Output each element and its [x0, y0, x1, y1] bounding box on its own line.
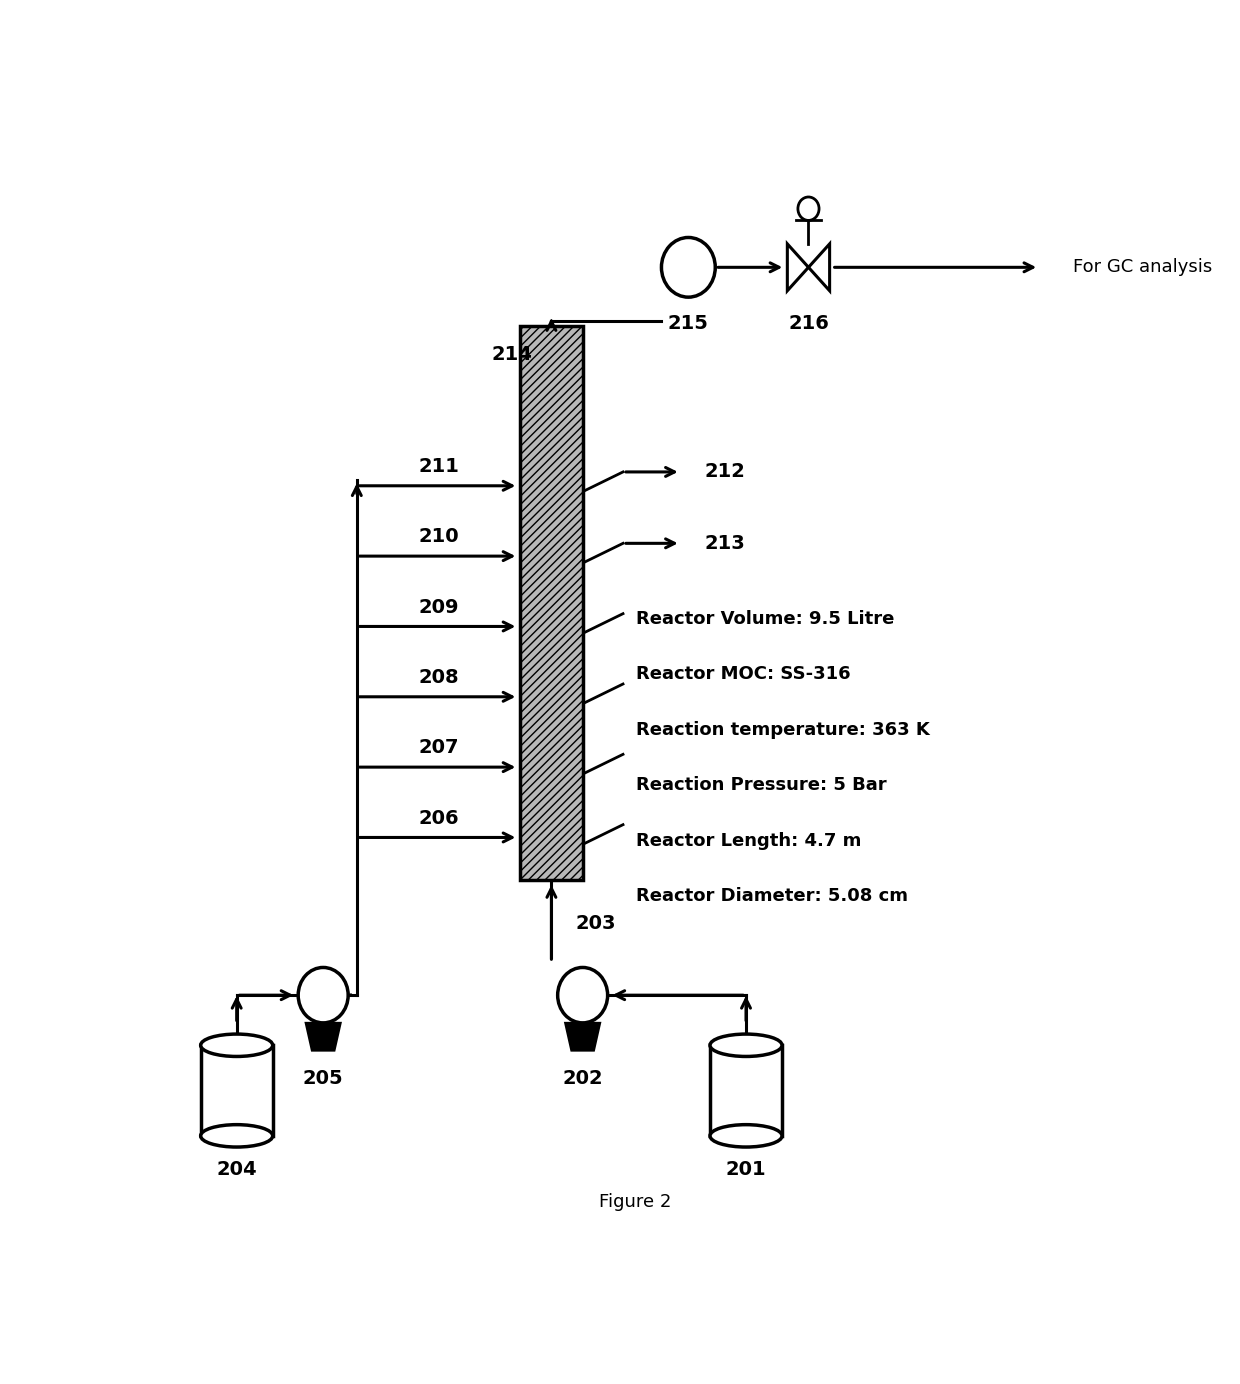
Text: 204: 204	[216, 1160, 257, 1179]
Text: For GC analysis: For GC analysis	[1073, 259, 1211, 277]
Text: 202: 202	[562, 1068, 603, 1088]
Text: 215: 215	[668, 314, 709, 334]
Text: 208: 208	[418, 668, 459, 686]
Text: 214: 214	[491, 345, 532, 364]
Polygon shape	[306, 1023, 341, 1050]
Polygon shape	[565, 1023, 600, 1050]
Text: Figure 2: Figure 2	[599, 1193, 672, 1211]
Text: 201: 201	[725, 1160, 766, 1179]
Ellipse shape	[201, 1034, 273, 1056]
Text: 205: 205	[303, 1068, 343, 1088]
Ellipse shape	[201, 1125, 273, 1147]
Text: Reaction Pressure: 5 Bar: Reaction Pressure: 5 Bar	[635, 776, 887, 794]
Circle shape	[661, 238, 715, 298]
Text: Reactor Volume: 9.5 Litre: Reactor Volume: 9.5 Litre	[635, 610, 894, 628]
Text: Reaction temperature: 363 K: Reaction temperature: 363 K	[635, 721, 929, 739]
Text: 210: 210	[418, 527, 459, 547]
Text: Reactor Length: 4.7 m: Reactor Length: 4.7 m	[635, 832, 861, 850]
Ellipse shape	[711, 1125, 782, 1147]
Text: 203: 203	[575, 915, 616, 933]
Bar	[521, 325, 583, 880]
Bar	[201, 1045, 273, 1136]
Bar	[711, 1045, 782, 1136]
Circle shape	[298, 967, 348, 1023]
Text: 209: 209	[418, 598, 459, 617]
Text: 212: 212	[704, 462, 745, 482]
Text: 207: 207	[418, 739, 459, 757]
Ellipse shape	[711, 1034, 782, 1056]
Text: 206: 206	[418, 808, 459, 828]
Text: Reactor MOC: SS-316: Reactor MOC: SS-316	[635, 666, 851, 684]
Text: 216: 216	[789, 314, 828, 334]
Text: 213: 213	[704, 534, 745, 552]
Text: Reactor Diameter: 5.08 cm: Reactor Diameter: 5.08 cm	[635, 887, 908, 905]
Text: 211: 211	[418, 457, 459, 476]
Circle shape	[558, 967, 608, 1023]
